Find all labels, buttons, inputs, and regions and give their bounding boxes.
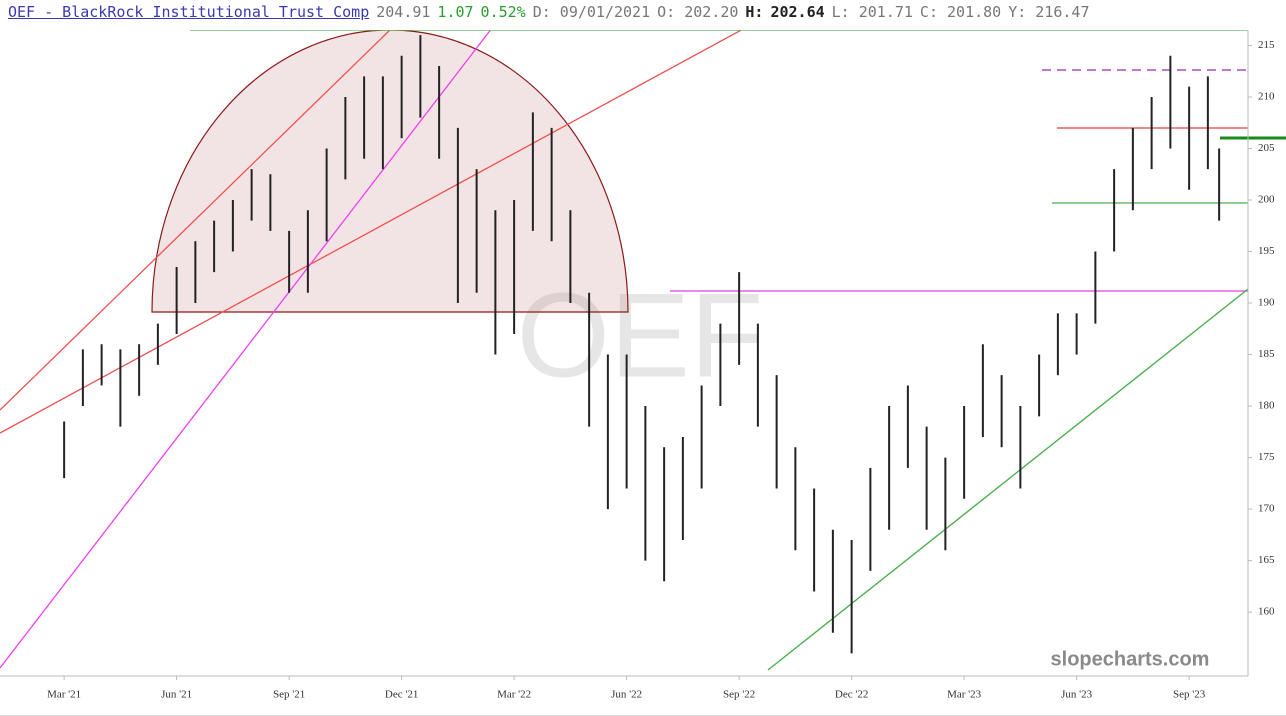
x-tick-label: Sep '23	[1173, 689, 1206, 701]
y-tick-label: 210	[1258, 91, 1275, 103]
x-tick-label: Jun '23	[1061, 689, 1093, 701]
y-tick-label: 190	[1258, 297, 1275, 309]
x-tick-label: Mar '23	[947, 689, 982, 701]
x-tick-label: Mar '22	[497, 689, 531, 701]
y-tick-label: 175	[1258, 451, 1275, 463]
y-tick-label: 185	[1258, 348, 1275, 360]
quote-field: 202.64	[770, 3, 825, 21]
trend-line	[0, 30, 743, 434]
x-tick-label: Mar '21	[47, 689, 81, 701]
y-tick-label: 205	[1258, 142, 1275, 154]
quote-field: 0.52%	[480, 3, 526, 21]
x-tick-label: Jun '21	[161, 689, 192, 701]
y-tick-label: 180	[1258, 400, 1275, 412]
quote-field: O: 202.20	[657, 3, 739, 21]
quote-field: Y: 216.47	[1008, 3, 1090, 21]
y-tick-label: 195	[1258, 245, 1275, 257]
y-tick-label: 165	[1258, 554, 1275, 566]
y-tick-label: 170	[1258, 503, 1275, 515]
x-tick-label: Sep '22	[723, 689, 755, 701]
x-tick-label: Jun '22	[611, 689, 642, 701]
brand: slopecharts.com	[1051, 648, 1210, 670]
title[interactable]: OEF - BlackRock Institutional Trust Comp	[8, 3, 370, 21]
quote-field: H:	[745, 3, 764, 21]
quote-field: 204.91	[376, 3, 431, 21]
quote-field: 1.07	[437, 3, 474, 21]
arc-shape	[151, 30, 629, 313]
y-tick-label: 215	[1258, 39, 1275, 51]
trend-line	[0, 30, 391, 411]
y-tick-label: 160	[1258, 606, 1275, 618]
y-tick-label: 200	[1258, 194, 1275, 206]
x-tick-label: Dec '22	[835, 689, 868, 701]
quote-field: D: 09/01/2021	[532, 3, 651, 21]
header: OEF - BlackRock Institutional Trust Comp…	[8, 3, 1096, 21]
quote-field: C: 201.80	[919, 3, 1002, 21]
x-tick-label: Dec '21	[385, 689, 418, 701]
trend-line	[767, 288, 1248, 671]
x-tick-label: Sep '21	[273, 689, 305, 701]
bars	[63, 35, 1221, 654]
trend-line	[0, 30, 492, 669]
quote-field: L: 201.71	[831, 3, 913, 21]
annotations	[0, 30, 1248, 671]
